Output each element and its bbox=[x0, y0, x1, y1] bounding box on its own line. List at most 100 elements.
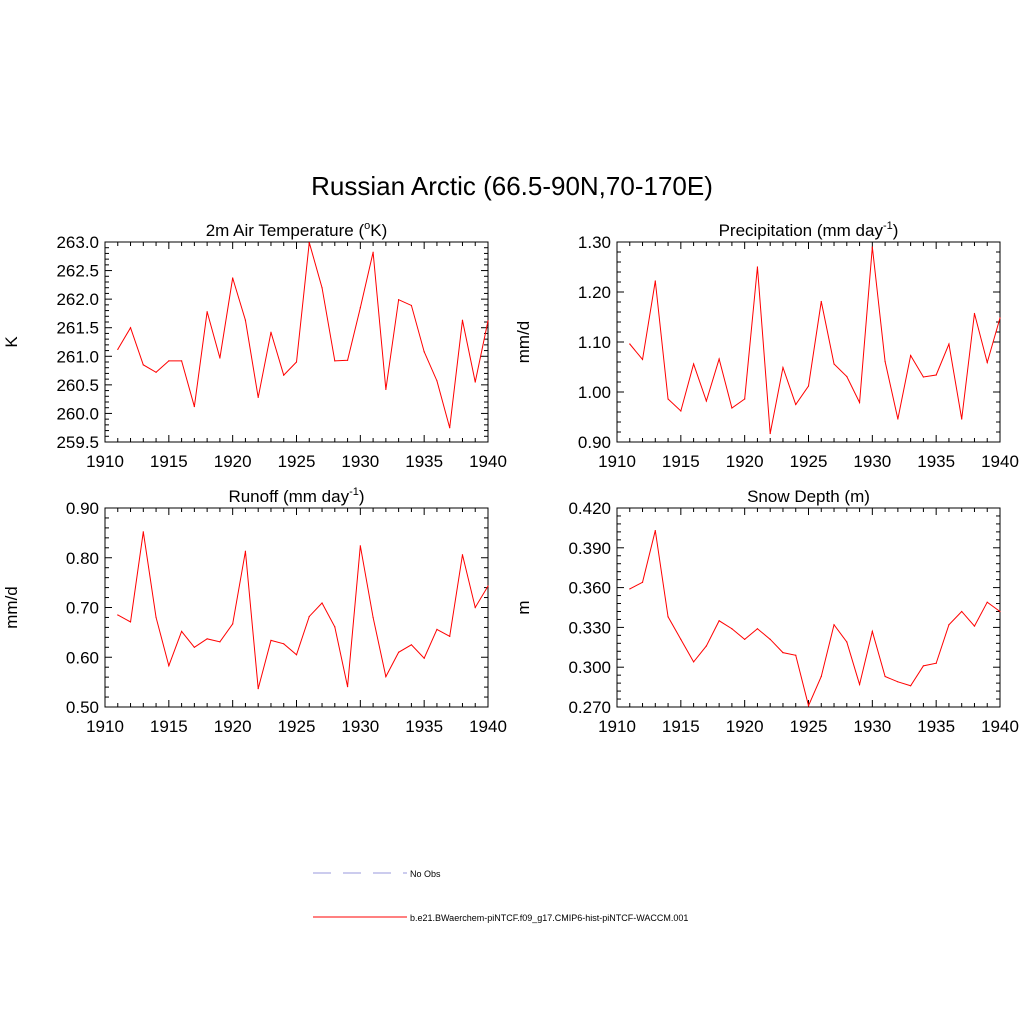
precipitation-data-point bbox=[846, 375, 848, 378]
precipitation-data-point bbox=[667, 398, 669, 400]
air-temperature-data-point bbox=[244, 319, 247, 321]
runoff-xtick-label: 1925 bbox=[278, 717, 316, 736]
air-temperature-ytick-label: 262.5 bbox=[56, 262, 99, 281]
runoff-title: Runoff (mm day-1) bbox=[228, 486, 364, 506]
runoff-data-point bbox=[474, 606, 476, 609]
runoff-data-point bbox=[436, 628, 438, 630]
snow-depth-ytick-label: 0.300 bbox=[568, 658, 611, 677]
air-temperature-data-point bbox=[334, 360, 336, 362]
snow-depth-data-point bbox=[693, 661, 695, 663]
precipitation-title: Precipitation (mm day-1) bbox=[719, 220, 899, 240]
air-temperature-data-point bbox=[372, 251, 374, 253]
air-temperature-ytick-label: 262.0 bbox=[56, 290, 99, 309]
precipitation-ytick-label: 1.30 bbox=[578, 233, 611, 252]
snow-depth-data-point bbox=[922, 665, 925, 667]
air-temperature-data-point bbox=[308, 241, 310, 244]
snow-depth-data-point bbox=[718, 620, 720, 622]
air-temperature-data-point bbox=[359, 307, 361, 309]
runoff-series-line bbox=[117, 531, 489, 689]
air-temperature-data-point bbox=[142, 364, 144, 366]
snow-depth-data-point bbox=[820, 675, 822, 678]
runoff-xtick-label: 1910 bbox=[86, 717, 124, 736]
air-temperature-frame bbox=[104, 241, 489, 443]
air-temperature-ytick-label: 260.0 bbox=[56, 404, 99, 423]
snow-depth-data-point bbox=[897, 681, 899, 683]
runoff-data-point bbox=[410, 644, 412, 646]
snow-depth-data-point bbox=[833, 624, 835, 626]
precipitation-data-point bbox=[782, 366, 784, 369]
precipitation-data-point bbox=[910, 354, 912, 357]
panel-precipitation: 1910 1915 1920 1925 1930 1935 1940 0.90 1.00 1.10… bbox=[514, 220, 1019, 471]
precipitation-xtick-label: 1920 bbox=[726, 452, 764, 471]
air-temperature-xtick-label: 1930 bbox=[341, 452, 379, 471]
air-temperature-data-point bbox=[232, 277, 234, 279]
runoff-data-point bbox=[385, 676, 387, 678]
runoff-data-point bbox=[219, 641, 221, 643]
snow-depth-data-point bbox=[667, 616, 669, 618]
runoff-data-point bbox=[155, 616, 157, 619]
figure-title: Russian Arctic (66.5-90N,70-170E) bbox=[311, 171, 713, 201]
air-temperature-data-point bbox=[436, 380, 438, 382]
precipitation-series-line bbox=[629, 246, 1001, 434]
snow-depth-data-point bbox=[999, 610, 1001, 613]
precipitation-xtick-label: 1935 bbox=[917, 452, 955, 471]
snow-depth-data-point bbox=[807, 705, 810, 707]
air-temperature-ylabel: K bbox=[2, 336, 21, 348]
legend: No Obs b.e21.BWaerchem-piNTCF.f09_g17.CM… bbox=[313, 869, 688, 923]
snow-depth-data-point bbox=[846, 641, 848, 643]
runoff-xtick-label: 1935 bbox=[405, 717, 443, 736]
precipitation-data-point bbox=[884, 360, 886, 363]
snow-depth-ytick-label: 0.270 bbox=[568, 698, 611, 717]
snow-depth-title: Snow Depth (m) bbox=[747, 487, 870, 506]
precipitation-data-point bbox=[654, 280, 656, 282]
precipitation-data-point bbox=[680, 410, 682, 412]
runoff-data-point bbox=[232, 623, 234, 625]
snow-depth-ylabel: m bbox=[514, 600, 533, 614]
precipitation-data-point bbox=[935, 374, 937, 376]
air-temperature-data-point bbox=[321, 287, 323, 289]
precipitation-data-point bbox=[897, 418, 899, 420]
precipitation-data-point bbox=[693, 363, 695, 365]
air-temperature-data-point bbox=[410, 304, 412, 307]
runoff-ylabel: mm/d bbox=[2, 586, 21, 629]
runoff-ytick-label: 0.70 bbox=[66, 599, 99, 618]
snow-depth-data-point bbox=[948, 624, 950, 626]
precipitation-frame bbox=[616, 241, 1001, 443]
runoff-data-point bbox=[423, 657, 425, 659]
snow-depth-xtick-label: 1920 bbox=[726, 717, 764, 736]
runoff-data-point bbox=[321, 602, 323, 604]
runoff-xtick-label: 1920 bbox=[214, 717, 252, 736]
snow-depth-data-point bbox=[973, 625, 976, 627]
legend-obs-label: No Obs bbox=[410, 869, 441, 879]
precipitation-data-point bbox=[858, 401, 861, 404]
snow-depth-xtick-label: 1940 bbox=[981, 717, 1019, 736]
precipitation-ytick-label: 1.20 bbox=[578, 283, 611, 302]
snow-depth-data-point bbox=[858, 683, 861, 686]
snow-depth-xtick-label: 1935 bbox=[917, 717, 955, 736]
runoff-xtick-label: 1915 bbox=[150, 717, 188, 736]
air-temperature-data-point bbox=[449, 427, 451, 429]
air-temperature-data-point bbox=[129, 327, 132, 329]
precipitation-data-point bbox=[922, 376, 925, 378]
air-temperature-data-point bbox=[181, 360, 183, 362]
panel-air-temperature: 1910 1915 1920 1925 1930 1935 1940 259.5 260.0 26… bbox=[2, 220, 507, 471]
runoff-data-point bbox=[129, 621, 132, 623]
air-temperature-ytick-label: 260.5 bbox=[56, 376, 99, 395]
snow-depth-data-point bbox=[654, 529, 656, 532]
snow-depth-data-point bbox=[871, 630, 873, 632]
runoff-data-point bbox=[346, 686, 349, 688]
precipitation-data-point bbox=[744, 398, 746, 400]
runoff-data-point bbox=[398, 651, 400, 653]
precipitation-xtick-label: 1910 bbox=[598, 452, 636, 471]
legend-model-label: b.e21.BWaerchem-piNTCF.f09_g17.CMIP6-his… bbox=[410, 913, 688, 923]
precipitation-xtick-label: 1925 bbox=[790, 452, 828, 471]
precipitation-data-point bbox=[807, 385, 810, 387]
snow-depth-series-line bbox=[629, 530, 1001, 708]
air-temperature-data-point bbox=[346, 359, 349, 361]
runoff-data-point bbox=[359, 545, 361, 547]
runoff-data-point bbox=[295, 654, 298, 656]
snow-depth-data-point bbox=[935, 662, 937, 664]
runoff-data-point bbox=[270, 639, 272, 641]
air-temperature-data-point bbox=[423, 351, 425, 353]
snow-depth-data-point bbox=[680, 638, 682, 640]
